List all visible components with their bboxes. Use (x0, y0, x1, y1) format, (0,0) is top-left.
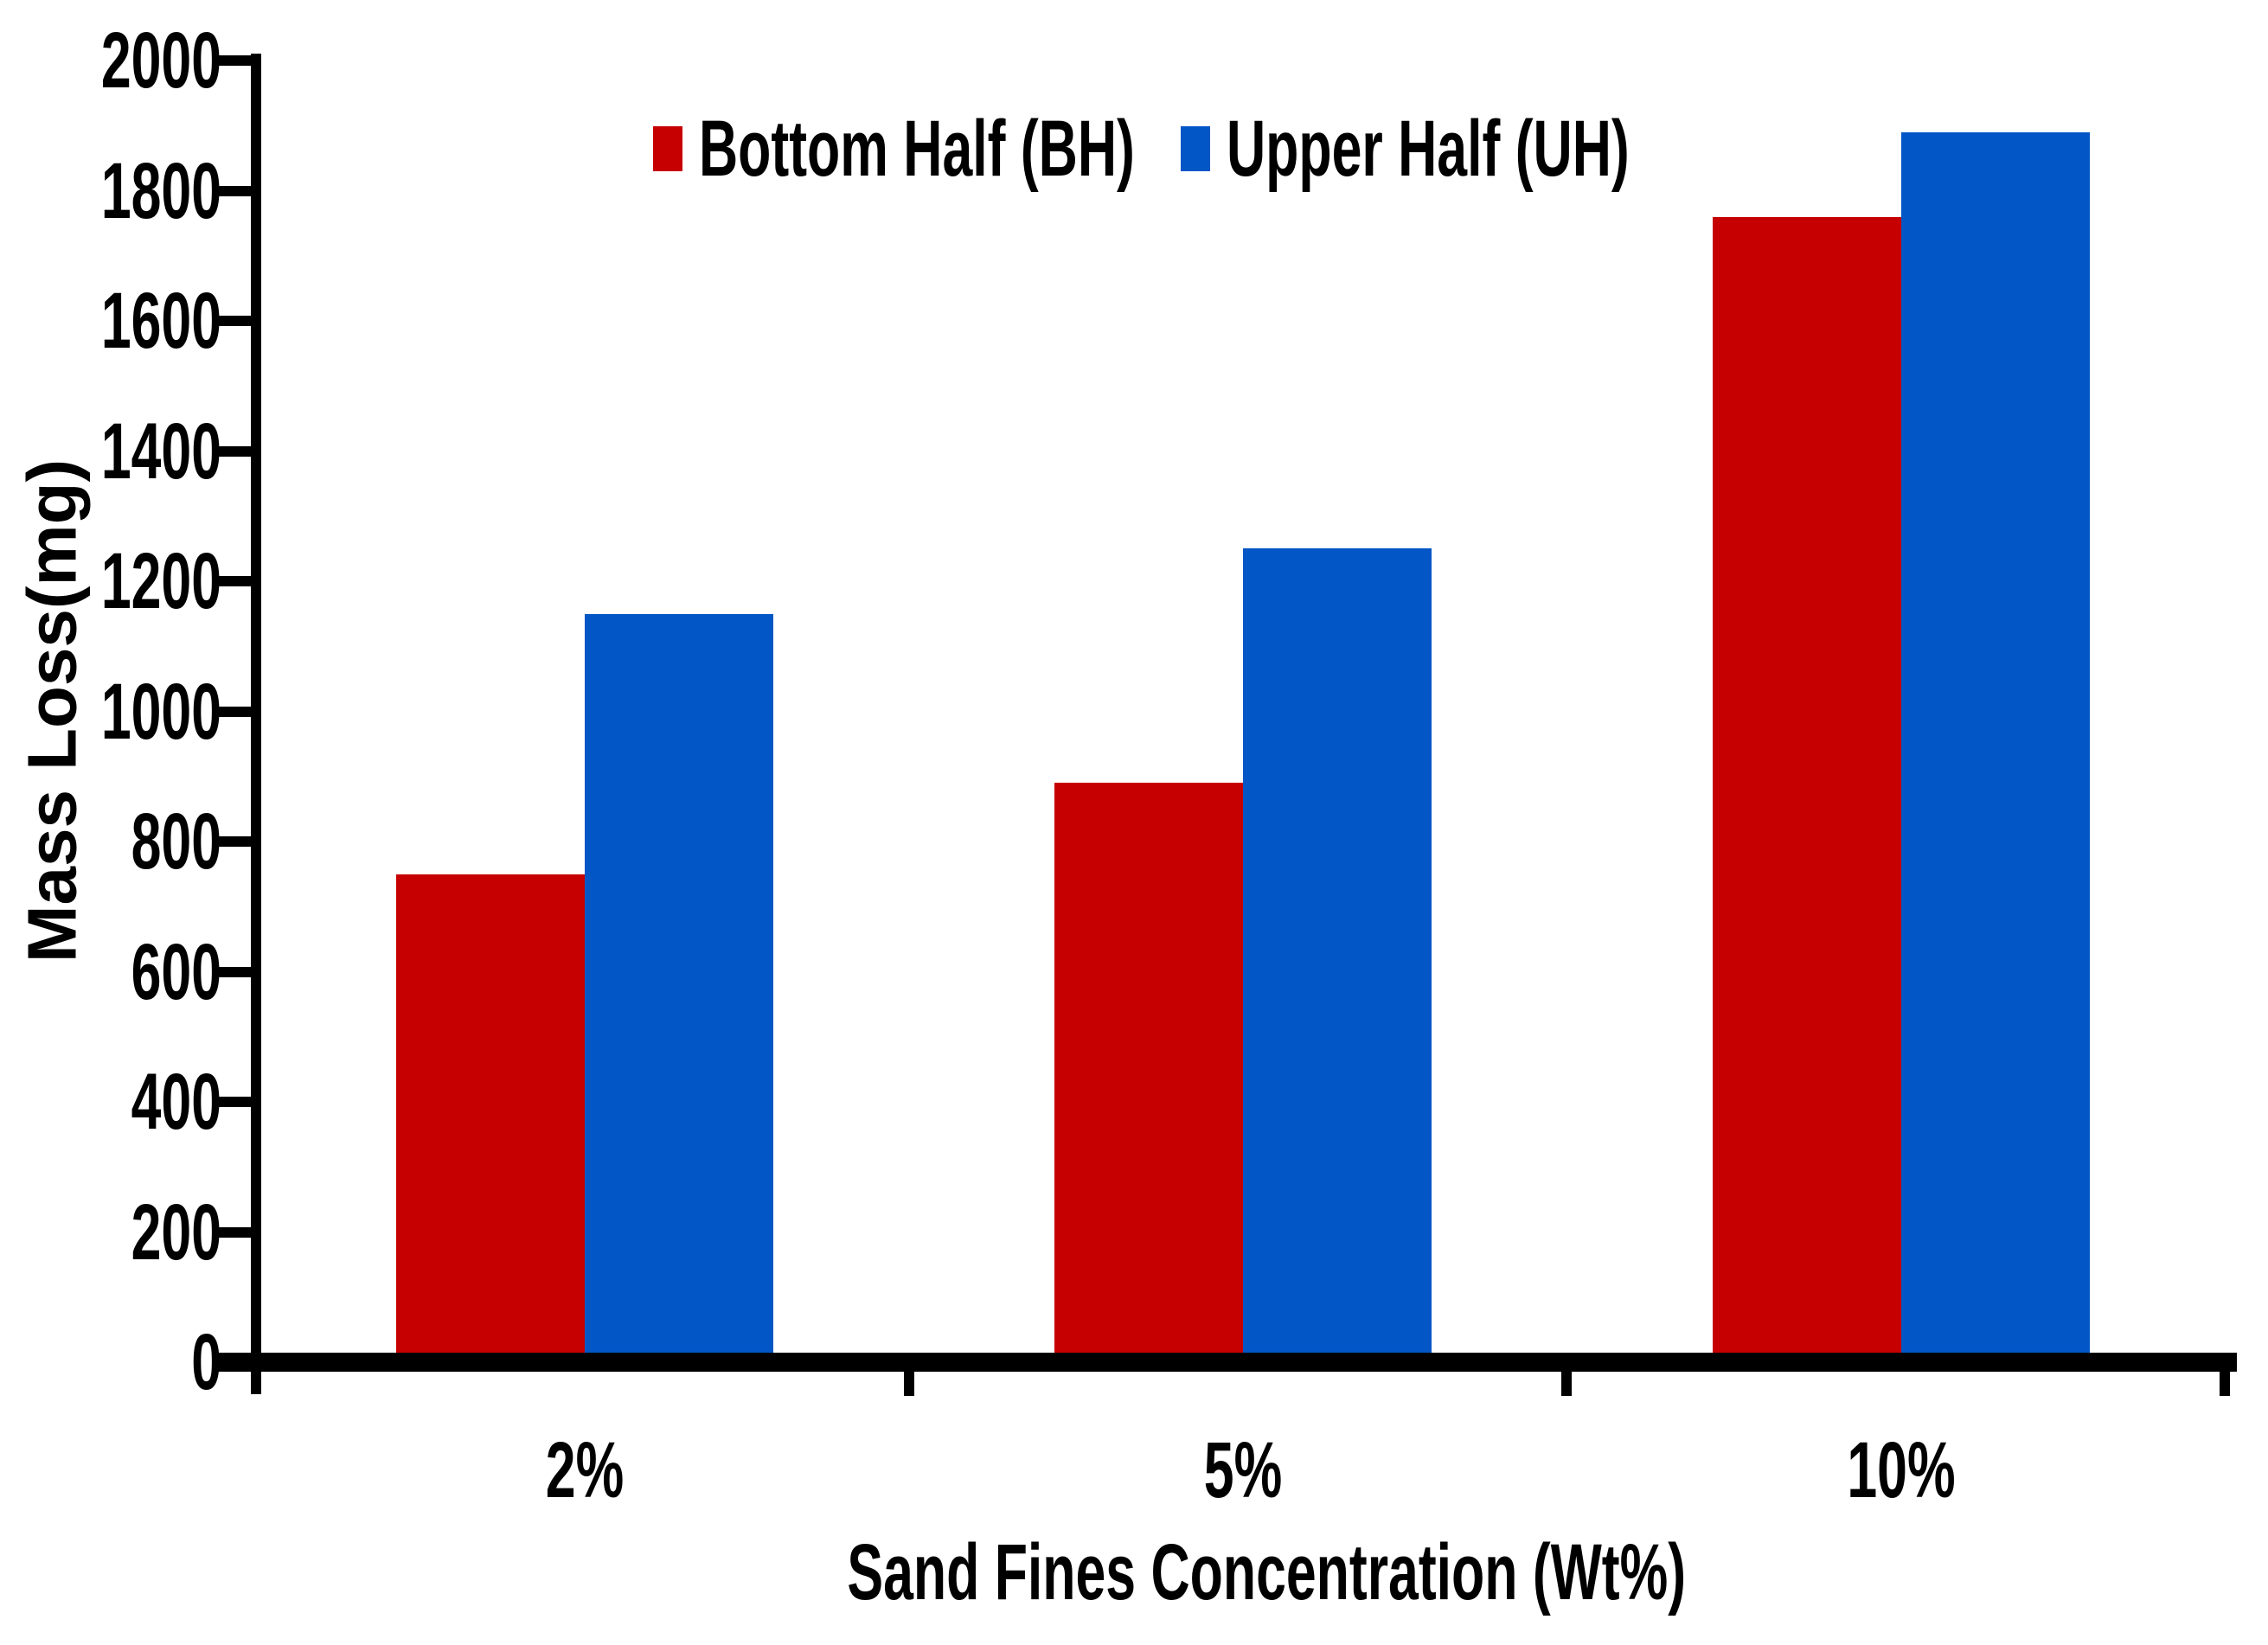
y-axis-tick (215, 836, 256, 847)
y-tick-label: 1000 (100, 667, 221, 756)
x-category-label: 5% (1203, 1426, 1283, 1514)
bar-bottom-half-bh-10pct (1712, 216, 1901, 1362)
y-axis-tick (215, 576, 256, 586)
y-tick-label: 0 (191, 1318, 221, 1406)
legend-label-uh: Upper Half (UH) (1227, 105, 1630, 193)
y-tick-label: 1600 (100, 277, 221, 365)
y-tick-label: 1800 (100, 146, 221, 235)
bar-upper-half-uh-5pct (1243, 548, 1432, 1362)
y-axis-tick (215, 445, 256, 457)
y-axis-tick (215, 1226, 256, 1238)
legend-marker-bh (653, 126, 682, 171)
bar-upper-half-uh-2pct (585, 613, 774, 1362)
x-category-label: 10% (1847, 1426, 1956, 1514)
y-axis-tick (215, 55, 256, 66)
y-axis-line (251, 54, 261, 1394)
x-axis-tick (2220, 1372, 2230, 1396)
x-category-label: 2% (546, 1426, 625, 1514)
y-tick-label: 400 (131, 1058, 221, 1146)
y-tick-label: 200 (131, 1187, 221, 1277)
x-axis-tick (903, 1372, 914, 1396)
y-tick-label: 2000 (100, 16, 221, 105)
bar-bottom-half-bh-2pct (396, 874, 586, 1362)
y-axis-tick (215, 185, 256, 196)
y-axis-tick (215, 966, 256, 977)
y-tick-label: 800 (131, 797, 221, 886)
y-axis-tick (215, 706, 256, 717)
legend-label-bh: Bottom Half (BH) (699, 105, 1135, 193)
legend-marker-uh (1181, 126, 1210, 171)
bar-bottom-half-bh-5pct (1054, 783, 1243, 1362)
y-tick-label: 600 (131, 927, 221, 1016)
x-axis-line (215, 1353, 2237, 1372)
y-axis-tick (215, 316, 256, 326)
y-tick-label: 1400 (100, 406, 221, 496)
x-axis-tick (1561, 1372, 1573, 1396)
bar-upper-half-uh-10pct (1900, 131, 2090, 1362)
x-axis-title: Sand Fines Concentration (Wt%) (847, 1528, 1687, 1616)
y-axis-tick (215, 1097, 256, 1107)
y-tick-label: 1200 (100, 537, 221, 625)
